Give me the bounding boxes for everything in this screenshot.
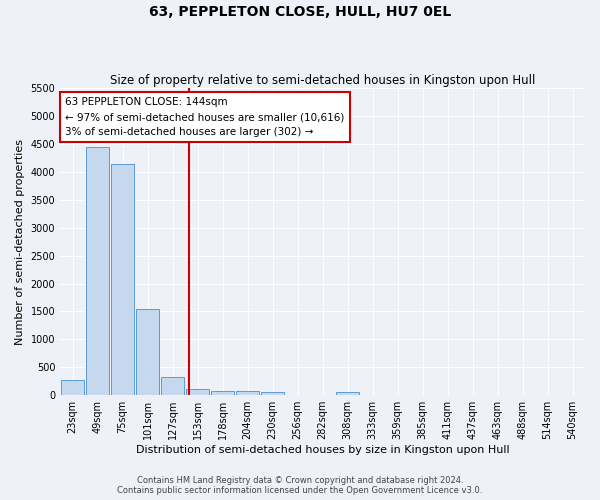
Text: Contains HM Land Registry data © Crown copyright and database right 2024.
Contai: Contains HM Land Registry data © Crown c… xyxy=(118,476,482,495)
Bar xyxy=(236,392,259,395)
Bar xyxy=(61,380,84,395)
Text: 63, PEPPLETON CLOSE, HULL, HU7 0EL: 63, PEPPLETON CLOSE, HULL, HU7 0EL xyxy=(149,5,451,19)
Title: Size of property relative to semi-detached houses in Kingston upon Hull: Size of property relative to semi-detach… xyxy=(110,74,535,87)
Bar xyxy=(136,308,159,395)
Bar xyxy=(86,147,109,395)
Bar xyxy=(186,388,209,395)
Bar xyxy=(161,377,184,395)
Bar xyxy=(261,392,284,395)
Bar xyxy=(111,164,134,395)
Bar xyxy=(211,391,234,395)
X-axis label: Distribution of semi-detached houses by size in Kingston upon Hull: Distribution of semi-detached houses by … xyxy=(136,445,509,455)
Bar xyxy=(336,392,359,395)
Text: 63 PEPPLETON CLOSE: 144sqm
← 97% of semi-detached houses are smaller (10,616)
3%: 63 PEPPLETON CLOSE: 144sqm ← 97% of semi… xyxy=(65,98,345,137)
Y-axis label: Number of semi-detached properties: Number of semi-detached properties xyxy=(15,138,25,344)
